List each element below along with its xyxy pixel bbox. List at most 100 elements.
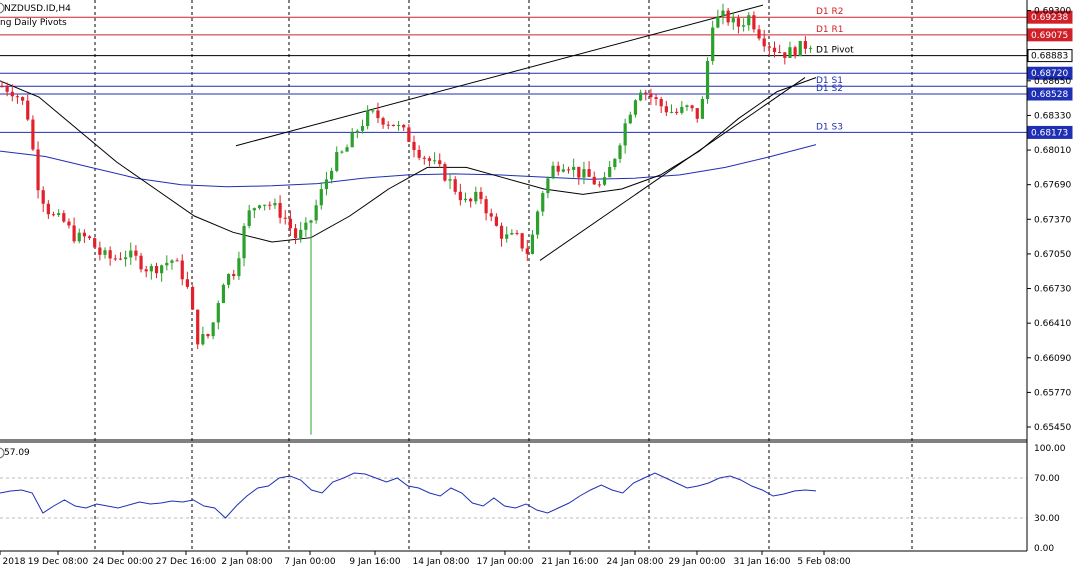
time-tick-label: 5 Feb 08:00 (797, 557, 851, 567)
candle-body (675, 111, 679, 113)
candle-body (263, 204, 267, 206)
candle-body (484, 199, 488, 214)
candle-body (366, 110, 370, 127)
candle-body (160, 265, 164, 274)
candle-body (5, 86, 9, 92)
candle-body (57, 213, 61, 215)
candle-body (170, 260, 174, 263)
ma-fast-line (0, 77, 817, 243)
oscillator-tick-label: 100.00 (1034, 444, 1066, 454)
oscillator-tick-label: 70.00 (1034, 474, 1060, 484)
candle-body (36, 149, 40, 191)
candle-body (778, 52, 782, 54)
oscillator-tick-label: 0.00 (1034, 544, 1054, 554)
candle-body (31, 119, 35, 150)
candle-body (41, 190, 45, 204)
candle-body (299, 229, 303, 238)
candle-body (772, 47, 777, 53)
pivot-lines (0, 16, 1027, 133)
candle-body (618, 145, 622, 159)
candle-body (242, 226, 246, 259)
candle-body (489, 213, 493, 217)
candle-body (288, 218, 292, 229)
candle-body (711, 27, 715, 62)
candle-body (10, 91, 14, 97)
candle-body (154, 266, 159, 274)
candle-body (664, 106, 668, 113)
candle-body (577, 166, 581, 178)
price-tick-label: 0.68650 (1034, 77, 1071, 87)
candle-body (798, 41, 802, 57)
candle-body (438, 160, 442, 165)
candle-body (232, 273, 236, 277)
candle-body (572, 166, 576, 170)
candle-body (417, 149, 421, 158)
candle-body (747, 15, 751, 26)
candle-body (597, 184, 601, 186)
candles (0, 3, 813, 435)
candle-body (87, 236, 92, 239)
candle-body (556, 165, 560, 172)
candle-body (278, 202, 282, 218)
candle-body (196, 309, 200, 345)
price-tick-label: 0.69300 (1034, 6, 1071, 16)
trend-line-upper (235, 4, 764, 147)
candle-body (623, 123, 627, 146)
time-tick-label: 14 Jan 08:00 (413, 557, 470, 567)
candle-body (505, 234, 509, 239)
pivot-price-text: 0.68720 (1031, 69, 1068, 79)
candle-body (201, 334, 205, 345)
candle-body (67, 221, 71, 226)
candle-body (190, 286, 195, 310)
price-tick-label: 0.67050 (1034, 250, 1071, 260)
candle-body (510, 232, 514, 235)
candle-body (721, 10, 725, 17)
pivot-price-text: 0.69075 (1031, 31, 1068, 41)
candle-body (788, 47, 792, 58)
candle-body (551, 165, 555, 179)
time-tick-label: 24 Jan 08:00 (607, 557, 664, 567)
candle-body (685, 105, 689, 107)
candle-body (62, 213, 66, 222)
candle-body (340, 151, 344, 153)
candle-body (108, 250, 112, 259)
candle-body (443, 164, 447, 181)
time-tick-label: 24 Dec 00:00 (93, 557, 154, 567)
candle-body (561, 169, 565, 172)
candle-body (458, 191, 462, 201)
candle-body (371, 110, 375, 112)
price-tick-label: 0.67690 (1034, 181, 1071, 191)
candle-body (474, 191, 478, 202)
price-tick-label: 0.66410 (1034, 319, 1071, 329)
candle-body (185, 279, 189, 287)
time-tick-label: 31 Jan 16:00 (734, 557, 791, 567)
candle-body (386, 124, 390, 126)
candle-body (783, 52, 787, 58)
candle-body (453, 179, 457, 192)
candle-body (767, 46, 771, 48)
oscillator-panel: 100.00 70.00 30.00 0.00 (0, 444, 1066, 554)
candle-body (808, 47, 813, 49)
pivot-name-label: D1 R1 (816, 25, 844, 35)
symbol-title: NZDUSD.ID,H4 (4, 4, 71, 14)
candle-body (716, 16, 720, 28)
candle-body (793, 47, 797, 57)
candle-body (98, 247, 102, 255)
pivot-price-tag (1027, 49, 1073, 63)
candle-body (51, 214, 56, 216)
candle-body (530, 234, 535, 254)
candle-body (77, 232, 81, 242)
candle-body (582, 169, 586, 178)
price-tick-label: 0.67370 (1034, 215, 1071, 225)
symbol-icon (0, 2, 5, 14)
candle-body (134, 250, 138, 256)
candle-body (762, 38, 766, 47)
pivot-price-text: 0.69238 (1031, 13, 1068, 23)
time-tick-label: 21 Jan 16:00 (542, 557, 599, 567)
candle-body (283, 217, 287, 219)
candle-body (736, 18, 741, 27)
candle-body (21, 97, 25, 101)
candle-body (175, 260, 179, 262)
